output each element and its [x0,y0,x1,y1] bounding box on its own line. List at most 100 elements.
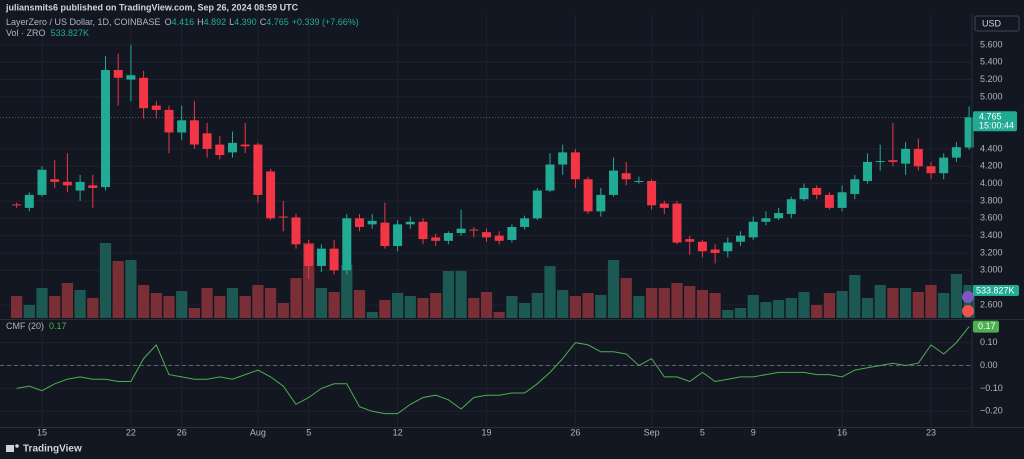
volume-bar [61,283,73,318]
marks [0,44,975,415]
volume-bar [252,284,264,318]
legend-value: 4.765 [266,17,289,27]
volume-bar [138,284,150,318]
y-tick-label: 5.600 [980,39,1003,49]
volume-bar [950,273,962,318]
volume-value: 533.827K [51,28,90,38]
legend-key: L [229,17,234,27]
y-tick-label: 3.800 [980,195,1003,205]
volume-bar [544,266,556,318]
volume-bar [633,296,645,318]
legend: LayerZero / US Dollar, 1D, COINBASE O4.41… [6,17,359,27]
candle-body [824,194,834,208]
x-tick-label: 9 [751,427,756,437]
candle-body [964,117,974,148]
candle-body [393,224,403,247]
candle-body [507,226,517,240]
volume-bar [290,278,302,318]
event-icon[interactable] [962,291,974,303]
y-tick-label: 5.000 [980,91,1003,101]
volume-bar [696,289,708,318]
y-tick-label: 5.400 [980,57,1003,67]
y-tick-label: 4.400 [980,143,1003,153]
candle-body [659,203,669,208]
legend-key: O [165,17,172,27]
volume-bar [671,283,683,318]
volume-bar [480,292,493,318]
candle-body [609,170,618,195]
price-label-box [973,111,1017,132]
x-tick-label: Sep [644,427,660,437]
candle-body [812,187,822,195]
y-tick-label: 3.200 [980,247,1003,257]
candle-body [482,232,491,238]
volume-bar [201,288,213,318]
volume-bar [163,296,175,318]
candle-body [736,235,745,242]
candle-body [913,148,923,167]
candle-body [456,228,466,234]
cmf-legend: CMF (20) 0.17 [6,321,67,331]
volume-bar [747,294,759,318]
candle-body [774,213,784,219]
x-tick-label: 26 [570,427,580,437]
volume-bar [417,298,429,318]
candle-body [253,144,263,195]
candle-body [723,242,733,252]
volume-bar [239,296,251,318]
candle-body [101,70,110,188]
event-icon[interactable] [962,305,974,317]
volume-bar [315,288,327,318]
candle-body [75,181,85,191]
candle-body [634,181,644,183]
y-tick-label: 4.200 [980,161,1003,171]
candle-body [304,244,314,266]
volume-bar [684,286,696,318]
candle-body [799,187,809,200]
volume-bar [760,302,772,318]
candle-body [62,181,72,186]
volume-bar [519,303,531,318]
volume-bar [900,288,912,318]
candle-body [177,120,187,133]
currency[interactable]: USD [982,18,1002,28]
candle-body [228,142,237,153]
volume-bar [722,309,734,318]
candle-body [685,239,695,242]
cmf-line [16,326,970,415]
candle-body [24,194,34,208]
volume-bar [531,293,543,318]
candle-body [202,133,212,149]
legend-value: 4.892 [204,17,227,27]
volume-bar [734,308,747,318]
y-tick-label: 3.000 [980,265,1003,275]
candle-body [901,148,911,164]
candle-body [266,171,276,219]
candle-body [469,229,479,231]
candle-body [748,221,758,238]
candle-body [494,235,504,241]
currency-box[interactable] [974,15,1020,32]
publisher: juliansmits6 published on TradingView.co… [5,2,299,12]
candle-body [939,157,949,174]
volume-bar [303,243,315,318]
volume-bar [353,289,366,318]
candle-body [545,164,555,191]
legend-value: 4.390 [234,17,257,27]
volume-bar [442,271,454,318]
volume-bar [214,296,226,318]
x-tick-label: 22 [126,427,136,437]
volume-bar [455,271,467,318]
brand-logo: TradingView [6,444,82,455]
candle-body [697,241,707,252]
volume-bar [112,261,124,318]
volume-bar [392,293,404,318]
volume-bar [582,293,594,318]
logo-mark [6,445,14,452]
cmf-value: 0.17 [49,321,67,331]
volume-bar [366,312,378,318]
x-tick-label: 26 [177,427,187,437]
logo-mark [15,444,19,448]
candle-body [37,169,47,195]
legend-value: 4.416 [172,17,195,27]
